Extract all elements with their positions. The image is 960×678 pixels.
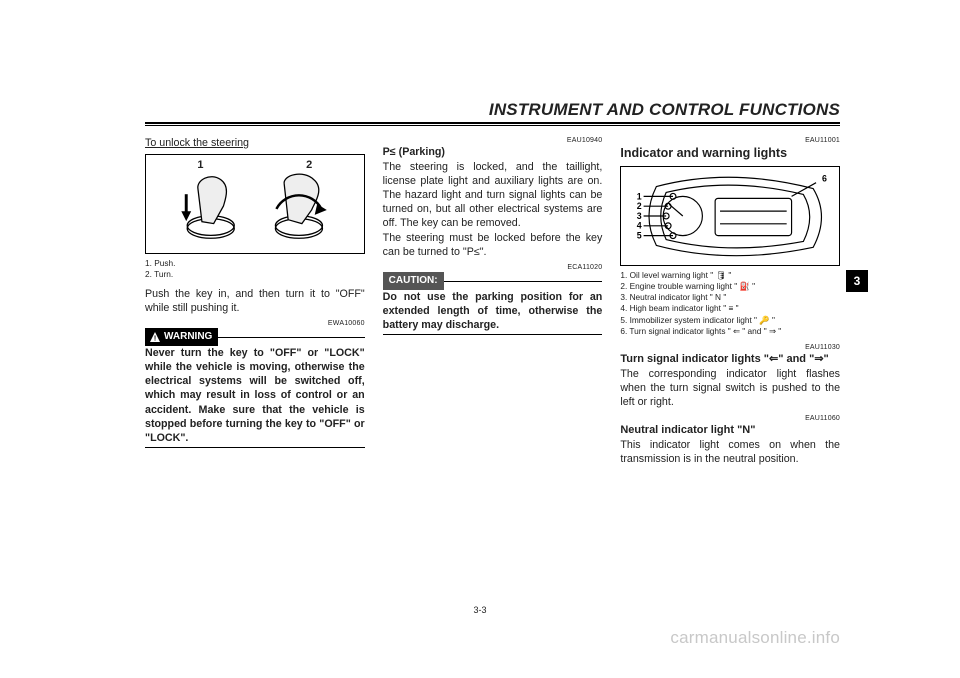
cl-2: 2 xyxy=(637,201,642,211)
fig-caption-2: 2. Turn. xyxy=(145,269,365,280)
parking-heading: P≤ (Parking) xyxy=(383,145,603,159)
chapter-tab: 3 xyxy=(846,270,868,292)
warning-rule xyxy=(218,337,364,338)
parking-label: (Parking) xyxy=(396,146,445,158)
turn-signal-heading: Turn signal indicator lights "⇐" and "⇒" xyxy=(620,352,840,367)
parking-body-2: The steering must be locked before the k… xyxy=(383,231,603,259)
text: The steering must be locked before the k… xyxy=(383,232,603,258)
warning-badge: ! WARNING xyxy=(145,328,218,345)
text: " xyxy=(750,424,755,436)
figure-unlock: 1 2 xyxy=(145,154,365,254)
fig-caption-1: 1. Push. xyxy=(145,258,365,269)
section-title: INSTRUMENT AND CONTROL FUNCTIONS xyxy=(145,100,840,122)
warning-icon: ! xyxy=(149,331,161,343)
cap-3: 3. Neutral indicator light " N " xyxy=(620,292,840,303)
cl-5: 5 xyxy=(637,230,642,240)
left-arrow-icon: ⇐ xyxy=(769,353,778,365)
text: Turn signal indicator lights " xyxy=(620,353,769,365)
text: Neutral indicator light " xyxy=(620,424,742,436)
caution-row: CAUTION: xyxy=(383,272,603,289)
svg-text:!: ! xyxy=(154,336,156,343)
cap-1: 1. Oil level warning light " 🛢 " xyxy=(620,270,840,281)
turn-signal-body: The corresponding indicator light flashe… xyxy=(620,367,840,410)
warning-label: WARNING xyxy=(164,330,212,343)
text: " xyxy=(824,353,829,365)
rule-thin xyxy=(145,125,840,126)
cap-2: 2. Engine trouble warning light " ⛽ " xyxy=(620,281,840,292)
figure-cluster: 1 2 3 4 5 6 xyxy=(620,166,840,266)
unlock-heading: To unlock the steering xyxy=(145,136,365,150)
neutral-body: This indicator light comes on when the t… xyxy=(620,438,840,466)
cap-4: 4. High beam indicator light " ≡ " xyxy=(620,303,840,314)
column-1: To unlock the steering 1 2 xyxy=(145,136,365,466)
rule-thick xyxy=(145,122,840,124)
indicator-heading: Indicator and warning lights xyxy=(620,145,840,162)
ref-code: ECA11020 xyxy=(383,263,603,272)
text: ". xyxy=(480,246,487,258)
figure-caption-list: 1. Push. 2. Turn. xyxy=(145,258,365,280)
caution-rule xyxy=(444,281,603,282)
ref-code: EAU11060 xyxy=(620,414,840,423)
figure-labels: 1 2 xyxy=(146,158,364,173)
cluster-caption-list: 1. Oil level warning light " 🛢 " 2. Engi… xyxy=(620,270,840,337)
column-2: EAU10940 P≤ (Parking) The steering is lo… xyxy=(383,136,603,466)
fig-label-2: 2 xyxy=(306,158,312,173)
text: " and " xyxy=(778,353,814,365)
section-end-rule xyxy=(145,447,365,448)
ref-code: EWA10060 xyxy=(145,319,365,328)
ref-code: EAU10940 xyxy=(383,136,603,145)
right-arrow-icon: ⇒ xyxy=(814,353,823,365)
cl-4: 4 xyxy=(637,221,642,231)
cl-6: 6 xyxy=(822,174,827,184)
fig-label-1: 1 xyxy=(197,158,203,173)
warning-row: ! WARNING xyxy=(145,328,365,345)
parking-icon-inline: P≤ xyxy=(467,246,480,258)
ref-code: EAU11001 xyxy=(620,136,840,145)
warning-body: Never turn the key to "OFF" or "LOCK" wh… xyxy=(145,346,365,446)
neutral-heading: Neutral indicator light "N" xyxy=(620,423,840,438)
cap-5: 5. Immobilizer system indicator light " … xyxy=(620,315,840,326)
watermark: carmanualsonline.info xyxy=(670,628,840,648)
cl-1: 1 xyxy=(637,191,642,201)
section-end-rule xyxy=(383,334,603,335)
push-text: Push the key in, and then turn it to "OF… xyxy=(145,287,365,315)
caution-badge: CAUTION: xyxy=(383,272,444,289)
manual-page: INSTRUMENT AND CONTROL FUNCTIONS To unlo… xyxy=(0,0,960,678)
caution-body: Do not use the parking position for an e… xyxy=(383,290,603,333)
cl-3: 3 xyxy=(637,211,642,221)
ref-code: EAU11030 xyxy=(620,343,840,352)
page-number: 3-3 xyxy=(0,605,960,615)
column-3: EAU11001 Indicator and warning lights xyxy=(620,136,840,466)
cluster-illustration: 1 2 3 4 5 6 xyxy=(621,167,839,265)
parking-body-1: The steering is locked, and the tailligh… xyxy=(383,160,603,231)
parking-icon: P≤ xyxy=(383,146,396,158)
columns: To unlock the steering 1 2 xyxy=(145,136,840,466)
cap-6: 6. Turn signal indicator lights " ⇐ " an… xyxy=(620,326,840,337)
